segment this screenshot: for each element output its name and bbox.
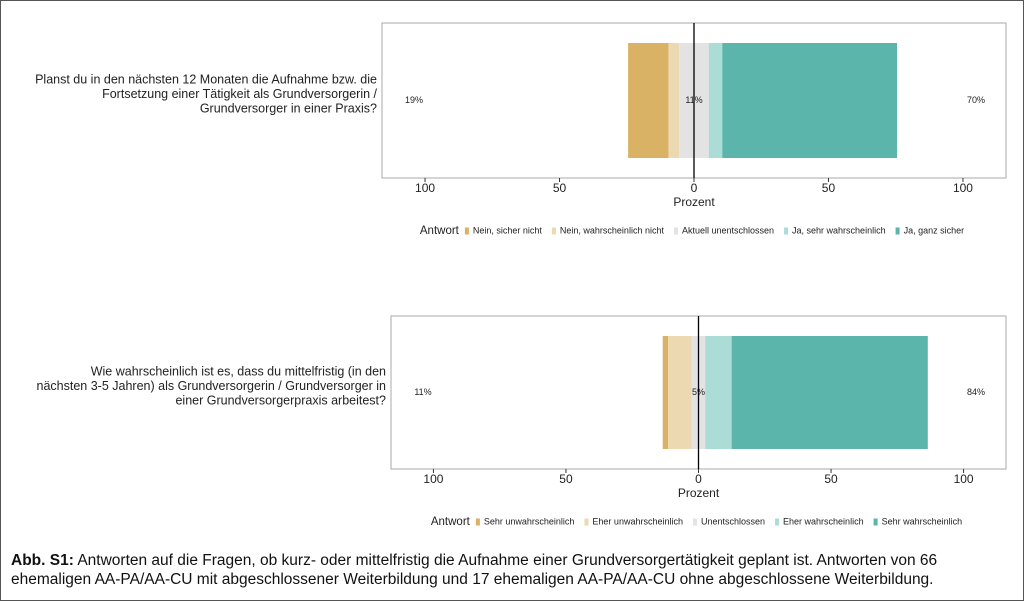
- legend-title: Antwort: [431, 516, 471, 528]
- x-tick-label: 100: [415, 181, 435, 195]
- x-tick-label: 100: [423, 472, 443, 486]
- summary-label: 19%: [405, 95, 423, 105]
- legend-swatch: [895, 227, 900, 235]
- bar-segment: [708, 43, 723, 158]
- x-tick-label: 0: [695, 472, 702, 486]
- caption-label: Abb. S1:: [11, 552, 74, 569]
- question: nächsten 3-5 Jahren) als Grundversorgeri…: [37, 379, 387, 393]
- question: Wie wahrscheinlich ist es, dass du mitte…: [91, 364, 386, 378]
- legend-label: Ja, sehr wahrscheinlich: [792, 225, 886, 235]
- bar-segment: [731, 336, 928, 449]
- legend-swatch: [551, 227, 556, 235]
- legend-title: Antwort: [420, 225, 460, 237]
- caption: Abb. S1: Antworten auf die Fragen, ob ku…: [11, 551, 1011, 589]
- question: einer Grundversorgerpraxis arbeitest?: [175, 393, 386, 407]
- x-tick-label: 50: [559, 472, 573, 486]
- x-axis-title: Prozent: [678, 486, 720, 500]
- caption-text: Antworten auf die Fragen, ob kurz- oder …: [11, 552, 938, 588]
- legend-label: Eher wahrscheinlich: [783, 516, 864, 526]
- legend-swatch: [692, 518, 697, 526]
- legend-label: Nein, sicher nicht: [473, 225, 543, 235]
- legend-swatch: [475, 518, 480, 526]
- legend-label: Nein, wahrscheinlich nicht: [560, 225, 665, 235]
- question: Grundversorger in einer Praxis?: [200, 101, 377, 115]
- summary-label: 11%: [414, 387, 431, 397]
- legend-label: Aktuell unentschlossen: [682, 225, 774, 235]
- summary-label: 5%: [692, 387, 705, 397]
- legend-label: Sehr unwahrscheinlich: [484, 516, 575, 526]
- bar-segment: [668, 336, 692, 449]
- x-tick-label: 100: [953, 181, 973, 195]
- legend-swatch: [873, 518, 878, 526]
- legend-label: Ja, ganz sicher: [904, 225, 965, 235]
- bar-segment: [628, 43, 669, 158]
- legend-swatch: [775, 518, 780, 526]
- x-axis-title: Prozent: [673, 195, 715, 209]
- bar-segment: [668, 43, 680, 158]
- legend-swatch: [784, 227, 789, 235]
- x-tick-label: 50: [824, 472, 838, 486]
- question: Planst du in den nächsten 12 Monaten die…: [35, 72, 377, 86]
- legend-swatch: [464, 227, 469, 235]
- legend-label: Unentschlossen: [701, 516, 765, 526]
- summary-label: 11%: [685, 95, 702, 105]
- charts: Planst du in den nächsten 12 Monaten die…: [35, 22, 1007, 528]
- summary-label: 70%: [967, 95, 985, 105]
- summary-label: 84%: [967, 387, 985, 397]
- bar-segment: [662, 336, 669, 449]
- x-tick-label: 50: [822, 181, 836, 195]
- bar-segment: [722, 43, 898, 158]
- x-tick-label: 50: [553, 181, 567, 195]
- legend-swatch: [673, 227, 678, 235]
- legend-swatch: [584, 518, 589, 526]
- legend-label: Eher unwahrscheinlich: [592, 516, 683, 526]
- bar-segment: [705, 336, 732, 449]
- legend-label: Sehr wahrscheinlich: [882, 516, 963, 526]
- x-tick-label: 0: [691, 181, 698, 195]
- x-tick-label: 100: [954, 472, 974, 486]
- question: Fortsetzung einer Tätigkeit als Grundver…: [102, 87, 377, 101]
